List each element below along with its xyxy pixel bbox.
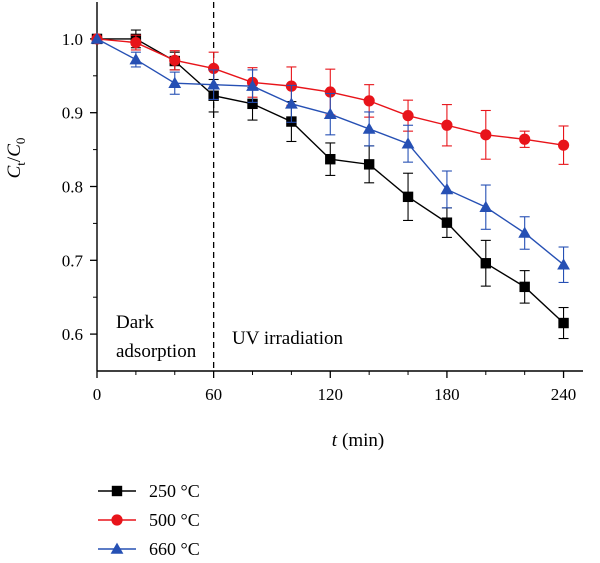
y-tick-label: 0.6 — [62, 325, 83, 344]
data-point — [402, 110, 414, 122]
data-point — [168, 76, 182, 88]
legend-label: 660 °C — [149, 539, 200, 559]
annotation-dark-adsorption-line1: Dark — [116, 312, 154, 333]
legend-marker — [111, 485, 123, 497]
y-axis-label: Ct/C0 — [4, 138, 28, 179]
data-point — [363, 95, 375, 107]
legend-label: 250 °C — [149, 481, 200, 501]
legend-item-1: 500 °C — [98, 510, 200, 530]
data-point — [480, 258, 491, 269]
data-point — [363, 159, 375, 170]
x-tick-label: 240 — [551, 385, 577, 404]
legend-item-2: 660 °C — [98, 539, 200, 559]
data-point — [207, 78, 221, 90]
legend: 250 °C 500 °C 660 °C — [98, 481, 200, 559]
y-tick-label: 1.0 — [62, 30, 83, 49]
data-point — [247, 98, 258, 110]
data-point — [557, 258, 570, 270]
data-point — [130, 36, 142, 49]
data-point — [169, 54, 181, 66]
data-point — [518, 226, 532, 238]
legend-marker — [110, 542, 124, 554]
x-tick-label: 0 — [93, 385, 102, 404]
y-tick-label: 0.7 — [62, 251, 84, 270]
legend-item-0: 250 °C — [98, 481, 200, 501]
data-point — [285, 97, 298, 109]
data-point — [402, 191, 414, 203]
data-point — [558, 317, 569, 329]
data-point — [441, 217, 453, 228]
data-point — [90, 32, 104, 44]
data-point — [324, 86, 336, 98]
data-point — [479, 200, 493, 212]
data-point — [519, 133, 531, 145]
x-tick-label: 120 — [318, 385, 344, 404]
annotation-uv-irradiation: UV irradiation — [232, 328, 343, 349]
x-tick-label: 180 — [434, 385, 460, 404]
data-point — [519, 281, 530, 293]
x-tick-label: 60 — [205, 385, 222, 404]
data-point — [246, 79, 259, 91]
y-tick-label: 0.9 — [62, 104, 83, 123]
data-point — [208, 62, 220, 75]
legend-marker — [111, 514, 123, 526]
data-point — [480, 129, 492, 141]
data-point — [441, 119, 453, 131]
annotation-dark-adsorption-line2: adsorption — [116, 341, 197, 362]
data-point — [557, 139, 570, 151]
data-point — [129, 53, 143, 65]
data-point — [323, 107, 337, 119]
data-point — [325, 153, 336, 165]
data-point — [401, 137, 415, 149]
data-point — [362, 122, 376, 134]
y-tick-label: 0.8 — [62, 178, 83, 197]
plot-area: 0 60 120 180 240 0.6 0.7 0.8 0.9 1.0 — [62, 2, 583, 404]
legend-label: 500 °C — [149, 510, 200, 530]
series-2 — [90, 32, 570, 283]
x-axis-label: t (min) — [332, 430, 385, 451]
data-point — [440, 183, 454, 195]
